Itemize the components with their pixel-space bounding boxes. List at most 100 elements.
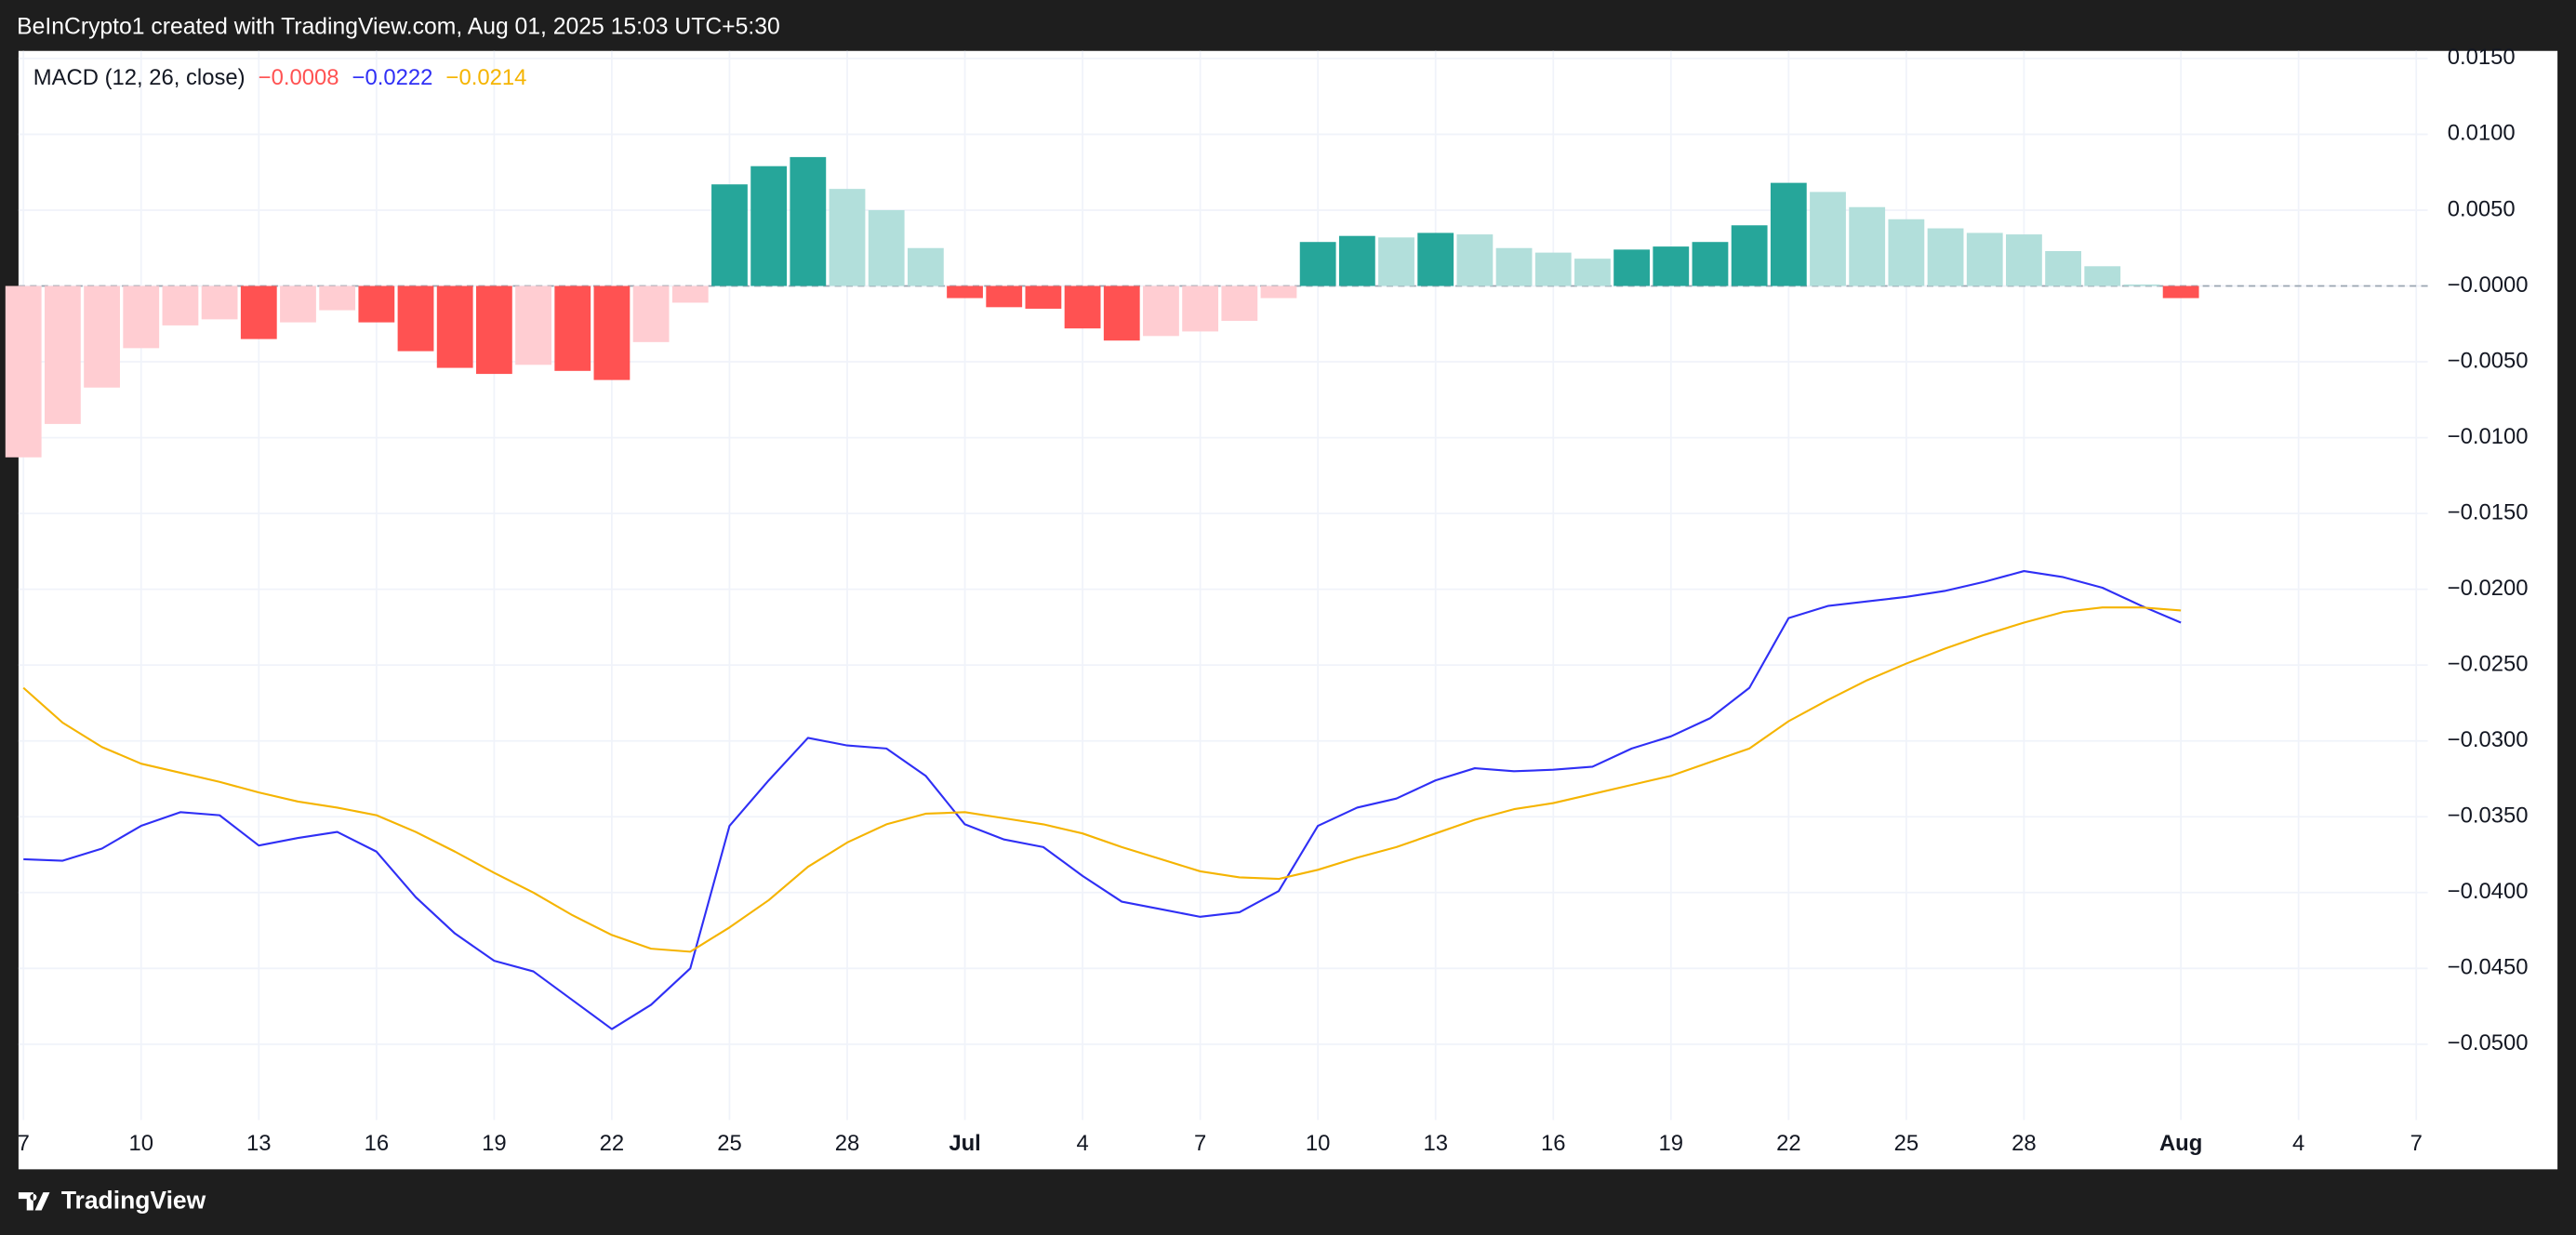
y-tick-label: 0.0100 [2448,121,2516,146]
histogram-bar [1064,286,1101,329]
x-tick-label: 28 [835,1131,860,1156]
histogram-bar [397,286,434,352]
plot-background [18,50,2558,1170]
x-tick-label: 7 [18,1131,30,1156]
histogram-bar [84,286,120,388]
histogram-bar [671,286,709,303]
y-tick-label: −0.0500 [2448,1030,2529,1056]
x-tick-label: 13 [1423,1131,1448,1156]
x-tick-label: 16 [1541,1131,1566,1156]
x-tick-label: 4 [1076,1131,1088,1156]
histogram-bar [1103,286,1140,341]
histogram-bar [5,286,42,458]
histogram-bar [280,286,316,323]
histogram-bar [829,189,866,286]
x-tick-label: 4 [2292,1131,2304,1156]
y-tick-label: −0.0350 [2448,803,2529,829]
histogram-bar [515,286,551,365]
histogram-bar [123,286,160,349]
header-text: BeInCrypto1 created with TradingView.com… [17,15,780,40]
histogram-bar [1849,206,1886,286]
y-tick-label: −0.0250 [2448,651,2529,676]
histogram-bar [2123,284,2160,286]
legend-value: −0.0214 [446,65,527,90]
histogram-bar [358,286,395,323]
grid [18,50,2428,1121]
y-tick-label: −0.0200 [2448,576,2529,601]
histogram-bar [240,286,277,339]
histogram-bar [1260,286,1297,299]
histogram-bar [201,286,238,320]
histogram-bar [907,247,944,286]
histogram-bar [162,286,199,325]
histogram-bar [1221,286,1258,322]
footer-brand: TradingView [61,1187,206,1215]
histogram-bar [1613,249,1651,286]
legend: MACD (12, 26, close) −0.0008 −0.0222 −0.021… [33,65,527,90]
y-tick-label: 0.0050 [2448,196,2516,221]
histogram-bar [1378,237,1414,286]
histogram-bar [1653,246,1690,286]
histogram-bar [868,209,905,286]
histogram-bar [1456,234,1494,286]
line-series [22,606,2182,953]
x-tick-label: 25 [717,1131,742,1156]
histogram-bar [593,286,631,380]
histogram-bar [1143,286,1179,337]
histogram-bar [790,156,827,286]
x-tick-label: 19 [1659,1131,1684,1156]
histogram-bar [2084,266,2121,286]
x-tick-label: 28 [2012,1131,2037,1156]
y-tick-label: −0.0450 [2448,955,2529,980]
y-tick-label: −0.0300 [2448,727,2529,752]
legend-title: MACD (12, 26, close) [33,65,246,90]
y-tick-label: −0.0100 [2448,424,2529,449]
x-tick-label: 22 [600,1131,625,1156]
line-series [23,570,2182,1030]
x-tick-label: 7 [1194,1131,1206,1156]
histogram-bar [1338,235,1375,286]
histogram-bar [750,166,788,286]
histogram-bar [1574,259,1611,286]
y-tick-label: −0.0050 [2448,348,2529,373]
y-tick-label: 0.0150 [2448,45,2516,70]
histogram-bar [1692,242,1729,286]
labels: 0.0150 0.0100 0.0050 −0.0000 −0.0050 −0.0100 −… [18,45,2529,1156]
histogram-bar [1810,192,1846,286]
histogram-bar [475,286,512,375]
histogram-bar [711,184,748,286]
histogram-bar [632,286,670,342]
histogram-bar [44,286,81,424]
histogram-bar [1770,182,1807,286]
histogram-bar [2045,250,2081,286]
histogram-bar [1495,247,1533,286]
marks [5,156,2199,1030]
x-tick-label: Jul [949,1131,980,1156]
y-tick-label: −0.0150 [2448,499,2529,525]
histogram-bar [2162,286,2199,299]
y-tick-label: −0.0400 [2448,879,2529,904]
histogram-bar [986,286,1023,308]
histogram-bar [1417,232,1454,286]
histogram-bar [1299,242,1336,286]
x-tick-label: Aug [2159,1131,2202,1156]
histogram-bar [1025,286,1062,309]
x-tick-label: 19 [482,1131,507,1156]
y-tick-label: −0.0000 [2448,272,2529,298]
x-tick-label: 16 [365,1131,390,1156]
legend-value: −0.0222 [352,65,433,90]
x-tick-label: 10 [1306,1131,1331,1156]
legend-value: −0.0008 [259,65,339,90]
footer-logo [18,1192,50,1211]
histogram-bar [947,286,983,299]
histogram-bar [436,286,473,368]
histogram-bar [319,286,356,311]
histogram-bar [1534,252,1572,286]
histogram-bar [2006,234,2042,286]
histogram-bar [1927,228,1964,286]
x-tick-label: 10 [128,1131,153,1156]
histogram-bar [1966,232,2003,286]
histogram-bar [1888,219,1925,286]
x-tick-label: 13 [246,1131,272,1156]
